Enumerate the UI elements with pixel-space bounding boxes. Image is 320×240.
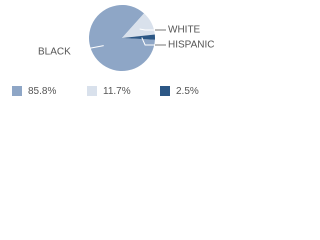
legend-swatch bbox=[12, 86, 22, 96]
legend-label: 85.8% bbox=[28, 86, 56, 97]
legend-label: 11.7% bbox=[103, 86, 131, 97]
slice-label: HISPANIC bbox=[168, 40, 215, 51]
slice-label: BLACK bbox=[38, 47, 71, 58]
pie-slice bbox=[122, 13, 155, 38]
slice-label: WHITE bbox=[168, 25, 201, 36]
label-connector bbox=[69, 45, 104, 53]
chart: BLACK WHITE HISPANIC 85.8% 11.7% 2.5% bbox=[12, 4, 215, 97]
pie-slice bbox=[88, 4, 155, 71]
pie-slice bbox=[122, 34, 155, 40]
legend-label: 2.5% bbox=[176, 86, 199, 97]
legend-swatch bbox=[160, 86, 170, 96]
page: {"chart_data": {"type": "pie", "categori… bbox=[0, 0, 320, 100]
legend-swatch bbox=[87, 86, 97, 96]
